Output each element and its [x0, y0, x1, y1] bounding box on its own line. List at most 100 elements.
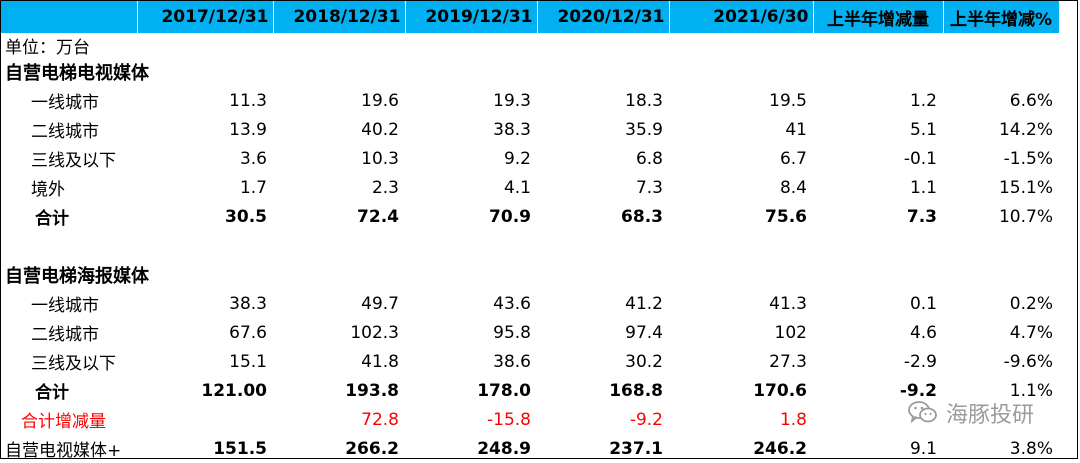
cell: 7.3	[635, 177, 663, 198]
cell: -0.1	[903, 148, 937, 169]
header-2021h1: 2021/6/30	[669, 1, 814, 33]
header-row: 2017/12/31 2018/12/31 2019/12/31 2020/12…	[1, 1, 1060, 33]
media-count-table: 2017/12/31 2018/12/31 2019/12/31 2020/12…	[1, 1, 1060, 463]
header-h1-change: 上半年增减量	[813, 1, 944, 33]
cell: 14.2%	[998, 119, 1053, 140]
cell: 0.2%	[1009, 293, 1053, 314]
grand-total-label: 自营电视媒体+	[5, 441, 122, 461]
cell: 170.6	[753, 380, 807, 401]
cell: 38.3	[229, 293, 267, 314]
cell: 30.5	[225, 206, 267, 227]
row-label: 境外	[31, 180, 65, 200]
cell: 168.8	[609, 380, 663, 401]
unit-label: 单位：万台	[5, 38, 90, 58]
cell: 35.9	[625, 119, 663, 140]
cell: 49.7	[361, 293, 399, 314]
cell: 41	[785, 119, 807, 140]
cell: 70.9	[489, 206, 531, 227]
cell: 15.1%	[998, 177, 1053, 198]
watermark-text: 海豚投研	[946, 403, 1035, 428]
total-row: 合计 121.00 193.8 178.0 168.8 170.6 -9.2 1…	[1, 376, 1059, 405]
cell: 246.2	[753, 438, 807, 459]
total-row: 合计 30.5 72.4 70.9 68.3 75.6 7.3 10.7%	[1, 202, 1059, 231]
cell: 18.3	[625, 90, 663, 111]
cell: 13.9	[229, 119, 267, 140]
table-row: 二线城市 13.9 40.2 38.3 35.9 41 5.1 14.2%	[1, 115, 1059, 144]
cell: 19.6	[361, 90, 399, 111]
header-2019: 2019/12/31	[405, 1, 538, 33]
cell: 4.1	[503, 177, 531, 198]
cell: 27.3	[769, 351, 807, 372]
cell: 1.8	[779, 409, 807, 430]
cell: 3.6	[239, 148, 267, 169]
cell: 178.0	[477, 380, 531, 401]
cell: 102.3	[350, 322, 399, 343]
cell: 43.6	[493, 293, 531, 314]
cell: 1.2	[909, 90, 937, 111]
unit-row: 单位：万台	[1, 33, 1059, 58]
cell: 95.8	[493, 322, 531, 343]
cell: -15.8	[487, 409, 531, 430]
cell: 30.2	[625, 351, 663, 372]
cell: 266.2	[345, 438, 399, 459]
cell: 237.1	[609, 438, 663, 459]
row-label: 二线城市	[31, 122, 99, 142]
cell: 10.7%	[998, 206, 1053, 227]
header-2020: 2020/12/31	[537, 1, 670, 33]
cell: 19.3	[493, 90, 531, 111]
cell: 72.4	[357, 206, 399, 227]
cell: 4.7%	[1009, 322, 1053, 343]
cell: 38.3	[493, 119, 531, 140]
cell: 5.1	[909, 119, 937, 140]
cell: 248.9	[477, 438, 531, 459]
cell: 15.1	[229, 351, 267, 372]
cell: 41.2	[625, 293, 663, 314]
cell: 6.8	[635, 148, 663, 169]
cell: 11.3	[229, 90, 267, 111]
spacer-row	[1, 231, 1059, 261]
cell: 151.5	[213, 438, 267, 459]
table-row: 境外 1.7 2.3 4.1 7.3 8.4 1.1 15.1%	[1, 173, 1059, 202]
row-label: 一线城市	[31, 296, 99, 316]
cell: 121.00	[201, 380, 267, 401]
cell: 41.3	[769, 293, 807, 314]
cell: 97.4	[625, 322, 663, 343]
watermark: 海豚投研	[908, 398, 1034, 428]
header-blank	[1, 1, 138, 33]
cell: 6.6%	[1009, 90, 1053, 111]
total-label: 合计	[35, 383, 69, 403]
row-label: 三线及以下	[31, 151, 116, 171]
cell: 193.8	[345, 380, 399, 401]
cell: -1.5%	[1003, 148, 1053, 169]
cell: 41.8	[361, 351, 399, 372]
section-title-poster: 自营电梯海报媒体	[5, 266, 149, 287]
cell: 7.3	[906, 206, 937, 227]
cell: -9.6%	[1003, 351, 1053, 372]
table-row: 三线及以下 3.6 10.3 9.2 6.8 6.7 -0.1 -1.5%	[1, 144, 1059, 173]
cell: 1.7	[239, 177, 267, 198]
cell: 75.6	[765, 206, 807, 227]
cell: 10.3	[361, 148, 399, 169]
header-h1-change-pct: 上半年增减%	[943, 1, 1060, 33]
cell: 0.1	[909, 293, 937, 314]
cell: 8.4	[779, 177, 807, 198]
cell: 38.6	[493, 351, 531, 372]
section-title-row: 自营电梯海报媒体	[1, 261, 1059, 289]
row-label: 二线城市	[31, 325, 99, 345]
cell: 9.1	[909, 438, 937, 459]
table-row: 二线城市 67.6 102.3 95.8 97.4 102 4.6 4.7%	[1, 318, 1059, 347]
cell: 19.5	[769, 90, 807, 111]
row-label: 一线城市	[31, 93, 99, 113]
total-label: 合计	[35, 209, 69, 229]
cell: 1.1%	[1009, 380, 1053, 401]
cell: -9.2	[629, 409, 663, 430]
cell: 6.7	[779, 148, 807, 169]
grand-total-row: 自营电视媒体+ 151.5 266.2 248.9 237.1 246.2 9.…	[1, 434, 1059, 463]
table-row: 一线城市 38.3 49.7 43.6 41.2 41.3 0.1 0.2%	[1, 289, 1059, 318]
cell: 102	[774, 322, 807, 343]
header-2017: 2017/12/31	[137, 1, 274, 33]
header-2018: 2018/12/31	[273, 1, 406, 33]
cell: 40.2	[361, 119, 399, 140]
table-row: 一线城市 11.3 19.6 19.3 18.3 19.5 1.2 6.6%	[1, 86, 1059, 115]
